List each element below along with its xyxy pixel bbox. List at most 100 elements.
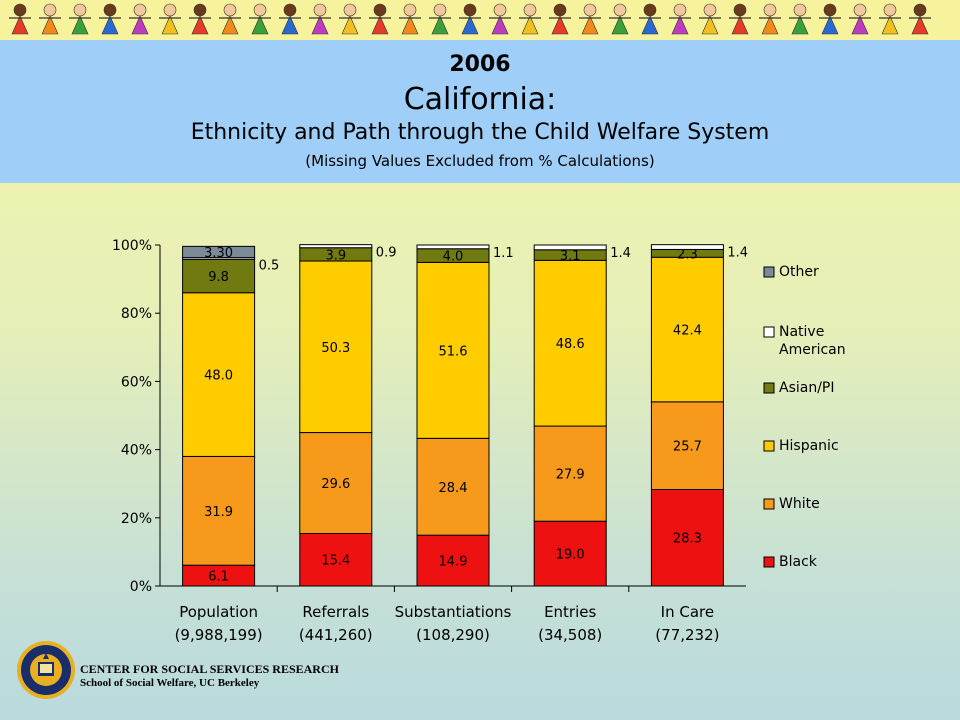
bar-segment <box>299 244 373 249</box>
doll-body <box>821 15 839 35</box>
bar-segment <box>416 534 490 587</box>
data-label: 9.8 <box>208 270 229 285</box>
category-count-label: (108,290) <box>416 626 490 644</box>
title-year: 2006 <box>449 52 511 77</box>
doll-body <box>401 15 419 35</box>
bar-segment <box>182 292 256 457</box>
bar-segment <box>650 244 724 250</box>
data-label: 19.0 <box>556 548 585 563</box>
data-label: 3.1 <box>560 249 581 264</box>
doll-body <box>311 15 329 35</box>
doll-body <box>221 15 239 35</box>
bar-segment <box>182 258 256 294</box>
data-label: 6.1 <box>208 570 229 585</box>
category-label: Referrals <box>302 603 369 621</box>
doll-body <box>341 15 359 35</box>
doll-body <box>761 15 779 35</box>
legend-label: Asian/PI <box>779 380 835 396</box>
legend-label: White <box>779 496 820 512</box>
legend-swatch <box>763 326 775 338</box>
legend-label: Hispanic <box>779 438 839 454</box>
category-label: Substantiations <box>395 603 512 621</box>
bar-segment <box>299 532 373 587</box>
data-label: 48.0 <box>204 369 233 384</box>
y-tick-label: 80% <box>121 306 152 322</box>
doll-body <box>791 15 809 35</box>
paper-dolls-banner <box>0 0 960 40</box>
data-label: 27.9 <box>556 468 585 483</box>
data-label: 48.6 <box>556 337 585 352</box>
doll-body <box>41 15 59 35</box>
data-label: 0.5 <box>259 259 280 274</box>
legend-swatch <box>763 498 775 510</box>
doll-body <box>101 15 119 35</box>
data-label: 3.9 <box>325 248 346 263</box>
bar-segment <box>533 259 607 427</box>
legend-swatch <box>763 266 775 278</box>
data-label: 31.9 <box>204 505 233 520</box>
data-label: 15.4 <box>321 554 350 569</box>
chart-subtitle: (Missing Values Excluded from % Calculat… <box>305 152 655 170</box>
category-label: Population <box>179 603 258 621</box>
category-label: In Care <box>661 603 714 621</box>
legend-label: American <box>779 342 846 358</box>
bar-segment <box>533 244 607 251</box>
doll-body <box>281 15 299 35</box>
bar-segment <box>416 244 490 250</box>
data-label: 1.1 <box>493 246 514 261</box>
data-label: 14.9 <box>439 555 468 570</box>
category-count-label: (34,508) <box>538 626 602 644</box>
y-tick-label: 40% <box>121 443 152 459</box>
data-label: 28.3 <box>673 532 702 547</box>
data-label: 2.3 <box>677 247 698 262</box>
data-label: 50.3 <box>321 341 350 356</box>
doll-body <box>641 15 659 35</box>
data-label: 1.4 <box>727 246 748 261</box>
bar-segment <box>533 425 607 522</box>
bar-segment <box>416 437 490 536</box>
doll-body <box>881 15 899 35</box>
y-tick-label: 60% <box>121 374 152 390</box>
doll-body <box>671 15 689 35</box>
data-label: 28.4 <box>439 481 468 496</box>
doll-body <box>911 15 929 35</box>
doll-body <box>161 15 179 35</box>
chart-title: Ethnicity and Path through the Child Wel… <box>190 120 770 145</box>
data-label: 3.30 <box>204 246 233 261</box>
bar-segment <box>182 245 256 259</box>
title-band <box>0 40 960 183</box>
category-count-label: (9,988,199) <box>175 626 263 644</box>
data-label: 25.7 <box>673 440 702 455</box>
doll-body <box>71 15 89 35</box>
doll-body <box>611 15 629 35</box>
data-label: 42.4 <box>673 324 702 339</box>
data-label: 4.0 <box>443 250 464 265</box>
doll-body <box>851 15 869 35</box>
doll-body <box>131 15 149 35</box>
data-label: 1.4 <box>610 246 631 261</box>
y-tick-label: 0% <box>130 579 152 595</box>
doll-body <box>551 15 569 35</box>
doll-body <box>581 15 599 35</box>
doll-body <box>431 15 449 35</box>
title-state: California: <box>403 82 557 117</box>
category-label: Entries <box>544 603 596 621</box>
footer-school: School of Social Welfare, UC Berkeley <box>80 677 260 689</box>
legend-label: Black <box>779 554 818 570</box>
doll-body <box>251 15 269 35</box>
bar-segment <box>299 260 373 434</box>
bar-segment <box>650 401 724 490</box>
doll-body <box>701 15 719 35</box>
y-tick-label: 20% <box>121 511 152 527</box>
footer-organization: CENTER FOR SOCIAL SERVICES RESEARCH <box>80 662 339 676</box>
y-tick-label: 100% <box>112 238 152 254</box>
legend-swatch <box>763 440 775 452</box>
data-label: 29.6 <box>321 477 350 492</box>
doll-body <box>491 15 509 35</box>
legend-label: Other <box>779 264 819 280</box>
legend-swatch <box>763 382 775 394</box>
category-count-label: (441,260) <box>299 626 373 644</box>
data-label: 51.6 <box>439 344 468 359</box>
doll-body <box>521 15 539 35</box>
